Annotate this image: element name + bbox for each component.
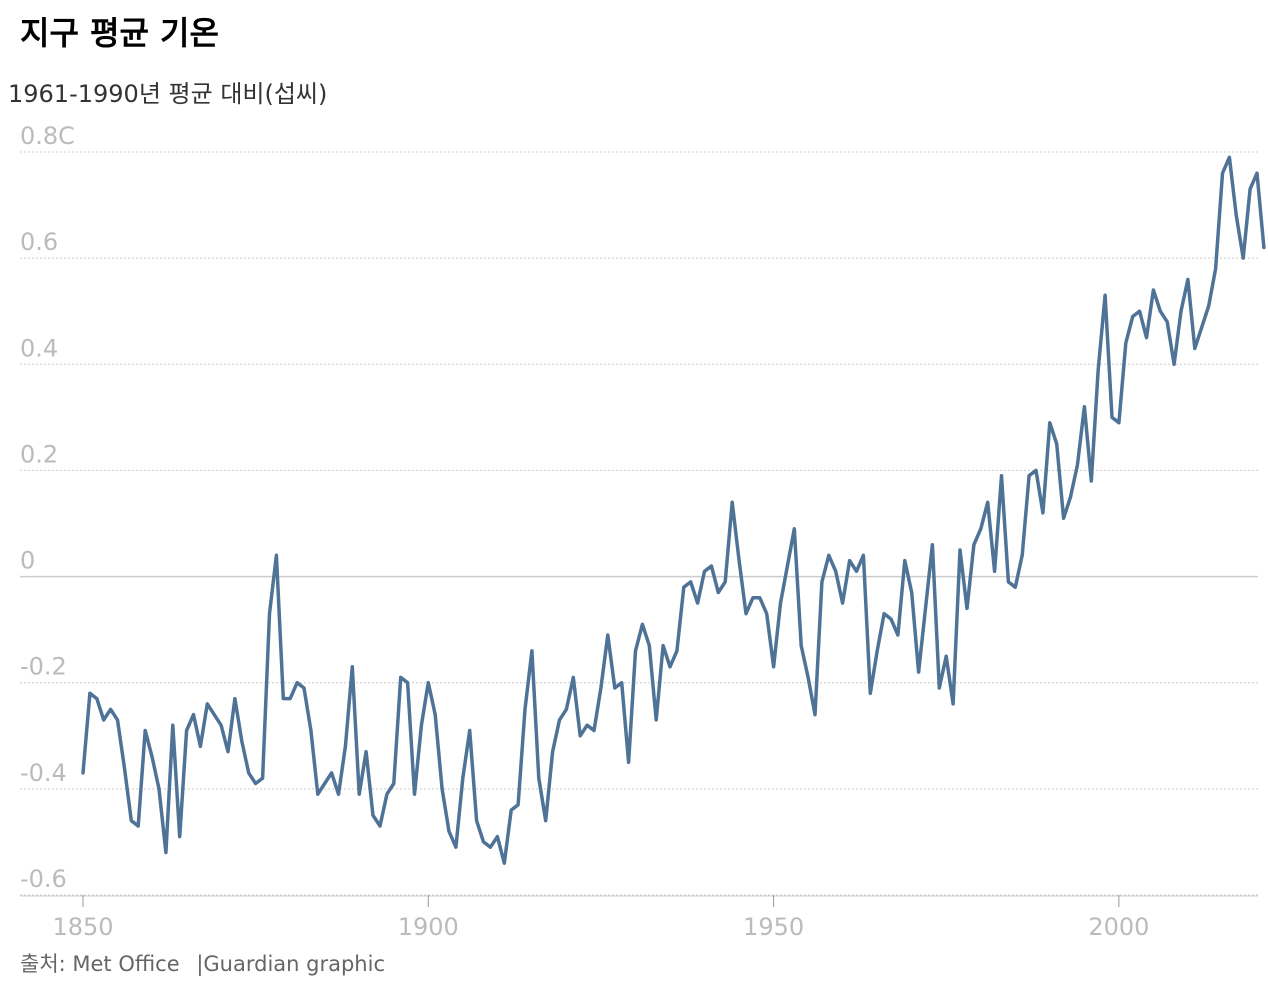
source-line: 출처: Met Office |Guardian graphic xyxy=(20,948,385,978)
y-tick-label: -0.4 xyxy=(20,759,67,787)
y-tick-label: -0.2 xyxy=(20,653,67,681)
temperature-series-line xyxy=(81,155,1266,865)
y-tick-label: 0.2 xyxy=(20,440,58,468)
chart-title: 지구 평균 기온 xyxy=(20,14,219,52)
y-axis-ticks: 0.8C 0.6 0.4 0.2 0 -0.2 -0.4 -0.6 xyxy=(20,122,75,893)
x-tick-label: 1850 xyxy=(52,913,113,941)
gridlines xyxy=(20,151,1258,896)
y-tick-label: -0.6 xyxy=(20,865,67,893)
y-tick-label: 0.8C xyxy=(20,122,75,150)
source-credit: Guardian graphic xyxy=(203,952,385,976)
y-tick-label: 0 xyxy=(20,547,35,575)
source-separator: | xyxy=(196,952,204,976)
y-tick-label: 0.4 xyxy=(20,334,58,362)
series-group xyxy=(81,155,1266,865)
x-axis: 1850 1900 1950 2000 xyxy=(20,895,1258,941)
source-label: 출처: Met Office xyxy=(20,952,180,976)
y-tick-label: 0.6 xyxy=(20,228,58,256)
x-tick-label: 1900 xyxy=(398,913,459,941)
x-tick-label: 2000 xyxy=(1088,913,1149,941)
x-tick-label: 1950 xyxy=(743,913,804,941)
y-axis-subtitle: 1961-1990년 평균 대비(섭씨) xyxy=(8,80,328,108)
